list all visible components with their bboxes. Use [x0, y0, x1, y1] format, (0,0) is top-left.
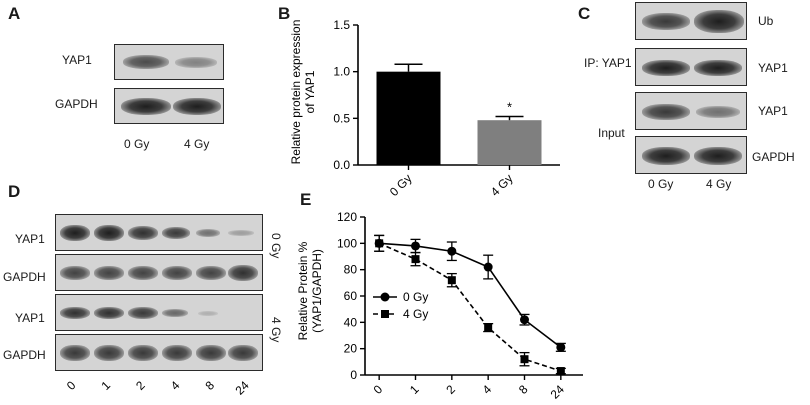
data-point-circle	[411, 241, 420, 251]
blot-row-label-d-gapdh-0gy: GAPDH	[3, 270, 46, 284]
input-label: Input	[598, 126, 625, 140]
legend-marker-square	[381, 310, 389, 318]
data-point-square	[447, 276, 456, 285]
data-point-circle	[520, 315, 529, 325]
y-tick-label: 0.5	[333, 111, 350, 125]
line-chart-ylabel-line2: (YAP1/GAPDH)	[310, 249, 324, 333]
western-blot-c-input-yap1	[635, 92, 747, 130]
lane-label-c-4gy: 4 Gy	[706, 177, 732, 191]
blot-row-label-d-yap1-4gy: YAP1	[15, 311, 45, 325]
data-point-square	[520, 355, 529, 364]
x-tick-label: 8	[516, 382, 531, 397]
lane-label-0gy: 0 Gy	[124, 137, 150, 151]
x-tick-label: 4	[480, 382, 495, 397]
panel-label-c: C	[578, 4, 591, 23]
western-blot-a-yap1	[114, 44, 224, 80]
y-tick-label: 1.5	[333, 18, 350, 32]
lane-labels-d: 0 1 2 4 8 24	[64, 378, 252, 398]
bar-chart-ylabel-line2: of YAP1	[303, 70, 317, 113]
legend-label: 0 Gy	[403, 290, 428, 304]
condition-label-0gy: 0 Gy	[269, 233, 283, 259]
x-tick-label: 1	[407, 382, 422, 397]
western-blot-d-gapdh-0gy	[55, 254, 263, 291]
western-blot-c-gapdh	[635, 136, 747, 174]
y-tick-label: 80	[344, 263, 358, 277]
x-tick-label: 0	[371, 382, 386, 397]
western-blot-d-gapdh-4gy	[55, 334, 263, 371]
data-point-circle	[447, 246, 457, 256]
blot-row-label-yap1: YAP1	[62, 53, 92, 67]
lane-label-d: 24	[232, 378, 252, 398]
western-blot-d-yap1-0gy	[55, 214, 263, 251]
data-point-square	[411, 255, 420, 264]
lane-label-d: 8	[202, 378, 217, 393]
western-blot-a-gapdh	[114, 88, 224, 124]
bar-chart-b: Relative protein expression of YAP1 0.0 0…	[289, 18, 560, 199]
y-tick-label: 20	[344, 342, 358, 356]
bar-chart-ylabel-line1: Relative protein expression	[289, 20, 303, 165]
x-tick-label: 24	[548, 382, 568, 402]
lane-label-d: 1	[98, 378, 113, 393]
blot-row-label-input-yap1: YAP1	[758, 104, 788, 118]
ip-label: IP: YAP1	[584, 56, 632, 70]
y-tick-label: 40	[344, 315, 358, 329]
x-tick-label: 2	[443, 382, 458, 397]
line-chart-ylabel-line1: Relative Protein %	[296, 241, 310, 340]
x-tick-label: 4 Gy	[488, 171, 516, 199]
blot-row-label-d-gapdh-4gy: GAPDH	[3, 348, 46, 362]
legend-marker-circle	[380, 292, 390, 302]
western-blot-d-yap1-4gy	[55, 294, 263, 331]
data-point-circle	[483, 262, 493, 272]
y-tick-label: 0	[350, 368, 357, 382]
bar-4gy	[477, 120, 542, 165]
lane-label-d: 2	[133, 378, 148, 393]
panel-label-e: E	[300, 190, 312, 209]
data-point-square	[556, 367, 565, 376]
blot-row-label-gapdh: GAPDH	[55, 97, 98, 111]
y-tick-label: 1.0	[333, 65, 350, 79]
lane-label-d: 0	[64, 378, 79, 393]
panel-label-d: D	[8, 182, 21, 201]
condition-label-4gy: 4 Gy	[269, 317, 283, 343]
lane-label-d: 4	[168, 378, 183, 393]
data-point-square	[375, 239, 384, 248]
blot-row-label-ub: Ub	[758, 14, 774, 28]
series-line-0gy	[379, 242, 562, 348]
data-point-circle	[556, 342, 566, 352]
blot-row-label-d-yap1-0gy: YAP1	[15, 232, 45, 246]
series-line-4gy	[378, 242, 562, 372]
western-blot-c-ub	[635, 2, 747, 40]
y-tick-label: 0.0	[333, 158, 350, 172]
blot-row-label-ip-yap1: YAP1	[758, 61, 788, 75]
blot-row-label-c-gapdh: GAPDH	[752, 150, 795, 164]
panel-label-a: A	[8, 4, 21, 23]
y-tick-label: 60	[344, 289, 358, 303]
x-tick-label: 0 Gy	[387, 171, 415, 199]
data-point-square	[484, 323, 493, 332]
y-tick-label: 120	[337, 210, 357, 224]
lane-label-c-0gy: 0 Gy	[648, 177, 674, 191]
legend-label: 4 Gy	[403, 307, 428, 321]
panel-label-b: B	[278, 4, 291, 23]
line-chart-e: Relative Protein % (YAP1/GAPDH) 02040608…	[296, 210, 583, 402]
significance-marker: *	[507, 99, 512, 114]
y-tick-label: 100	[337, 236, 357, 250]
western-blot-c-ip-yap1	[635, 48, 747, 86]
bar-0gy	[376, 71, 441, 165]
lane-label-4gy: 4 Gy	[184, 137, 210, 151]
